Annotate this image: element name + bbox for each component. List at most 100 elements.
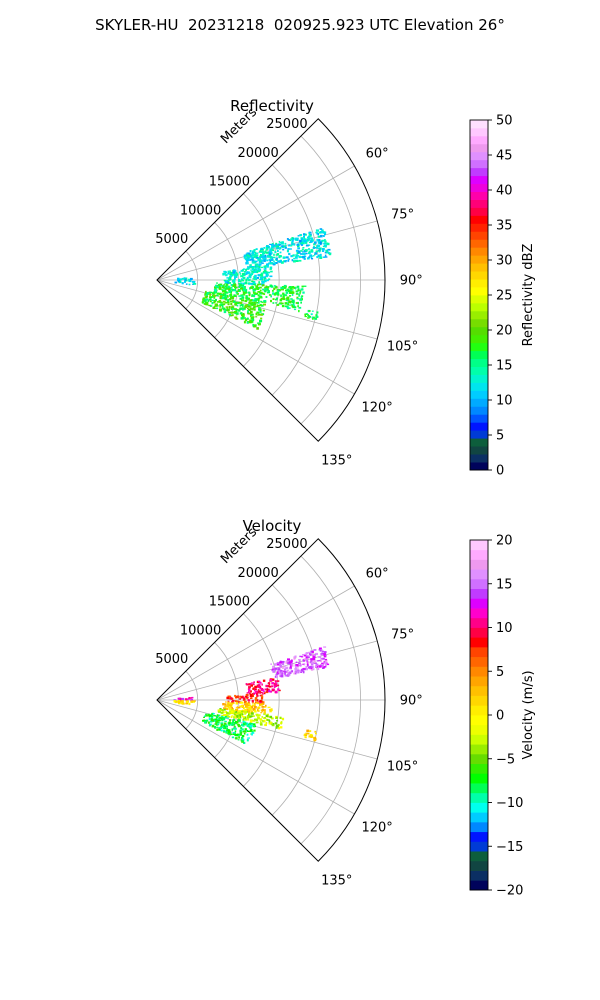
echo-gate: [241, 739, 244, 742]
echo-gate: [323, 651, 327, 654]
echo-gate: [319, 248, 321, 251]
echo-gate: [240, 317, 244, 320]
echo-gate: [272, 302, 275, 304]
echo-gate: [250, 317, 253, 319]
echo-gate: [205, 303, 207, 306]
echo-gate: [258, 686, 262, 689]
echo-gate: [227, 273, 230, 275]
echo-gate: [233, 270, 237, 273]
echo-gate: [219, 285, 223, 287]
echo-gate: [286, 249, 289, 253]
echo-gate: [296, 285, 300, 288]
echo-gate: [258, 250, 261, 253]
echo-gate: [274, 262, 278, 264]
echo-gate: [303, 238, 307, 241]
echo-gate: [227, 299, 230, 302]
echo-gate: [252, 270, 255, 274]
echo-gate: [259, 699, 262, 703]
echo-gate: [309, 730, 312, 732]
echo-gate: [247, 310, 249, 313]
echo-gate: [205, 290, 207, 294]
echo-gate: [230, 311, 233, 314]
echo-gate: [316, 232, 319, 235]
echo-gate: [255, 721, 259, 724]
echo-gate: [216, 726, 219, 728]
echo-gate: [251, 272, 254, 276]
echo-gate: [181, 700, 184, 703]
echo-gate: [282, 292, 285, 295]
echo-gate: [246, 692, 249, 694]
echo-gate: [228, 282, 231, 284]
echo-gate: [269, 709, 271, 711]
echo-gate: [265, 704, 267, 707]
echo-gate: [262, 271, 265, 274]
echo-gate: [251, 316, 255, 318]
echo-gate: [231, 710, 234, 712]
echo-gate: [261, 262, 264, 264]
echo-gate: [180, 279, 183, 281]
echo-gate: [311, 661, 314, 664]
echo-gate: [258, 706, 261, 709]
echo-gate: [264, 288, 268, 291]
echo-gate: [256, 265, 259, 268]
echo-gate: [274, 285, 276, 287]
echo-gate: [234, 715, 237, 717]
echo-layer: [173, 646, 330, 744]
echo-gate: [241, 705, 244, 708]
echo-gate: [277, 669, 281, 672]
echo-gate: [244, 713, 246, 715]
echo-gate: [309, 653, 312, 656]
echo-gate: [276, 292, 280, 295]
echo-gate: [278, 689, 281, 692]
echo-gate: [236, 290, 239, 292]
echo-gate: [297, 254, 299, 257]
echo-gate: [308, 651, 311, 653]
echo-gate: [226, 287, 230, 289]
echo-gate: [252, 258, 254, 260]
echo-gate: [300, 671, 303, 673]
echo-gate: [240, 303, 244, 307]
echo-region: [202, 712, 256, 744]
echo-gate: [252, 266, 255, 269]
echo-gate: [227, 701, 230, 704]
echo-gate: [303, 235, 305, 238]
echo-gate: [205, 293, 208, 297]
echo-gate: [234, 722, 238, 725]
echo-gate: [209, 296, 213, 298]
colorbar-swatch: [470, 302, 488, 312]
colorbar-swatch: [470, 215, 488, 224]
echo-gate: [243, 730, 247, 733]
echo-gate: [295, 664, 299, 667]
colorbar-tick-label: 15: [496, 359, 513, 374]
echo-gate: [241, 728, 244, 731]
echo-gate: [245, 262, 249, 265]
echo-gate: [226, 727, 228, 730]
echo-gate: [225, 283, 229, 286]
echo-gate: [229, 273, 232, 276]
echo-gate: [231, 314, 234, 317]
echo-gate: [253, 249, 256, 251]
echo-gate: [233, 294, 236, 296]
echo-gate: [210, 723, 212, 725]
echo-gate: [229, 707, 231, 711]
echo-gate: [302, 253, 305, 256]
echo-gate: [279, 260, 282, 263]
echo-gate: [239, 297, 242, 300]
echo-gate: [277, 253, 280, 256]
echo-gate: [289, 671, 292, 674]
echo-gate: [277, 688, 280, 691]
echo-gate: [311, 258, 314, 260]
echo-gate: [269, 268, 272, 270]
echo-gate: [276, 304, 280, 306]
echo-gate: [262, 303, 266, 306]
echo-gate: [238, 285, 241, 289]
echo-gate: [251, 694, 254, 698]
echo-gate: [268, 685, 272, 688]
echo-gate: [233, 710, 236, 712]
radial-tick-label: 20000: [237, 146, 278, 161]
colorbar-swatch: [470, 151, 488, 161]
echo-gate: [252, 281, 256, 283]
echo-gate: [291, 243, 294, 245]
echo-gate: [256, 257, 259, 259]
echo-gate: [295, 256, 298, 259]
